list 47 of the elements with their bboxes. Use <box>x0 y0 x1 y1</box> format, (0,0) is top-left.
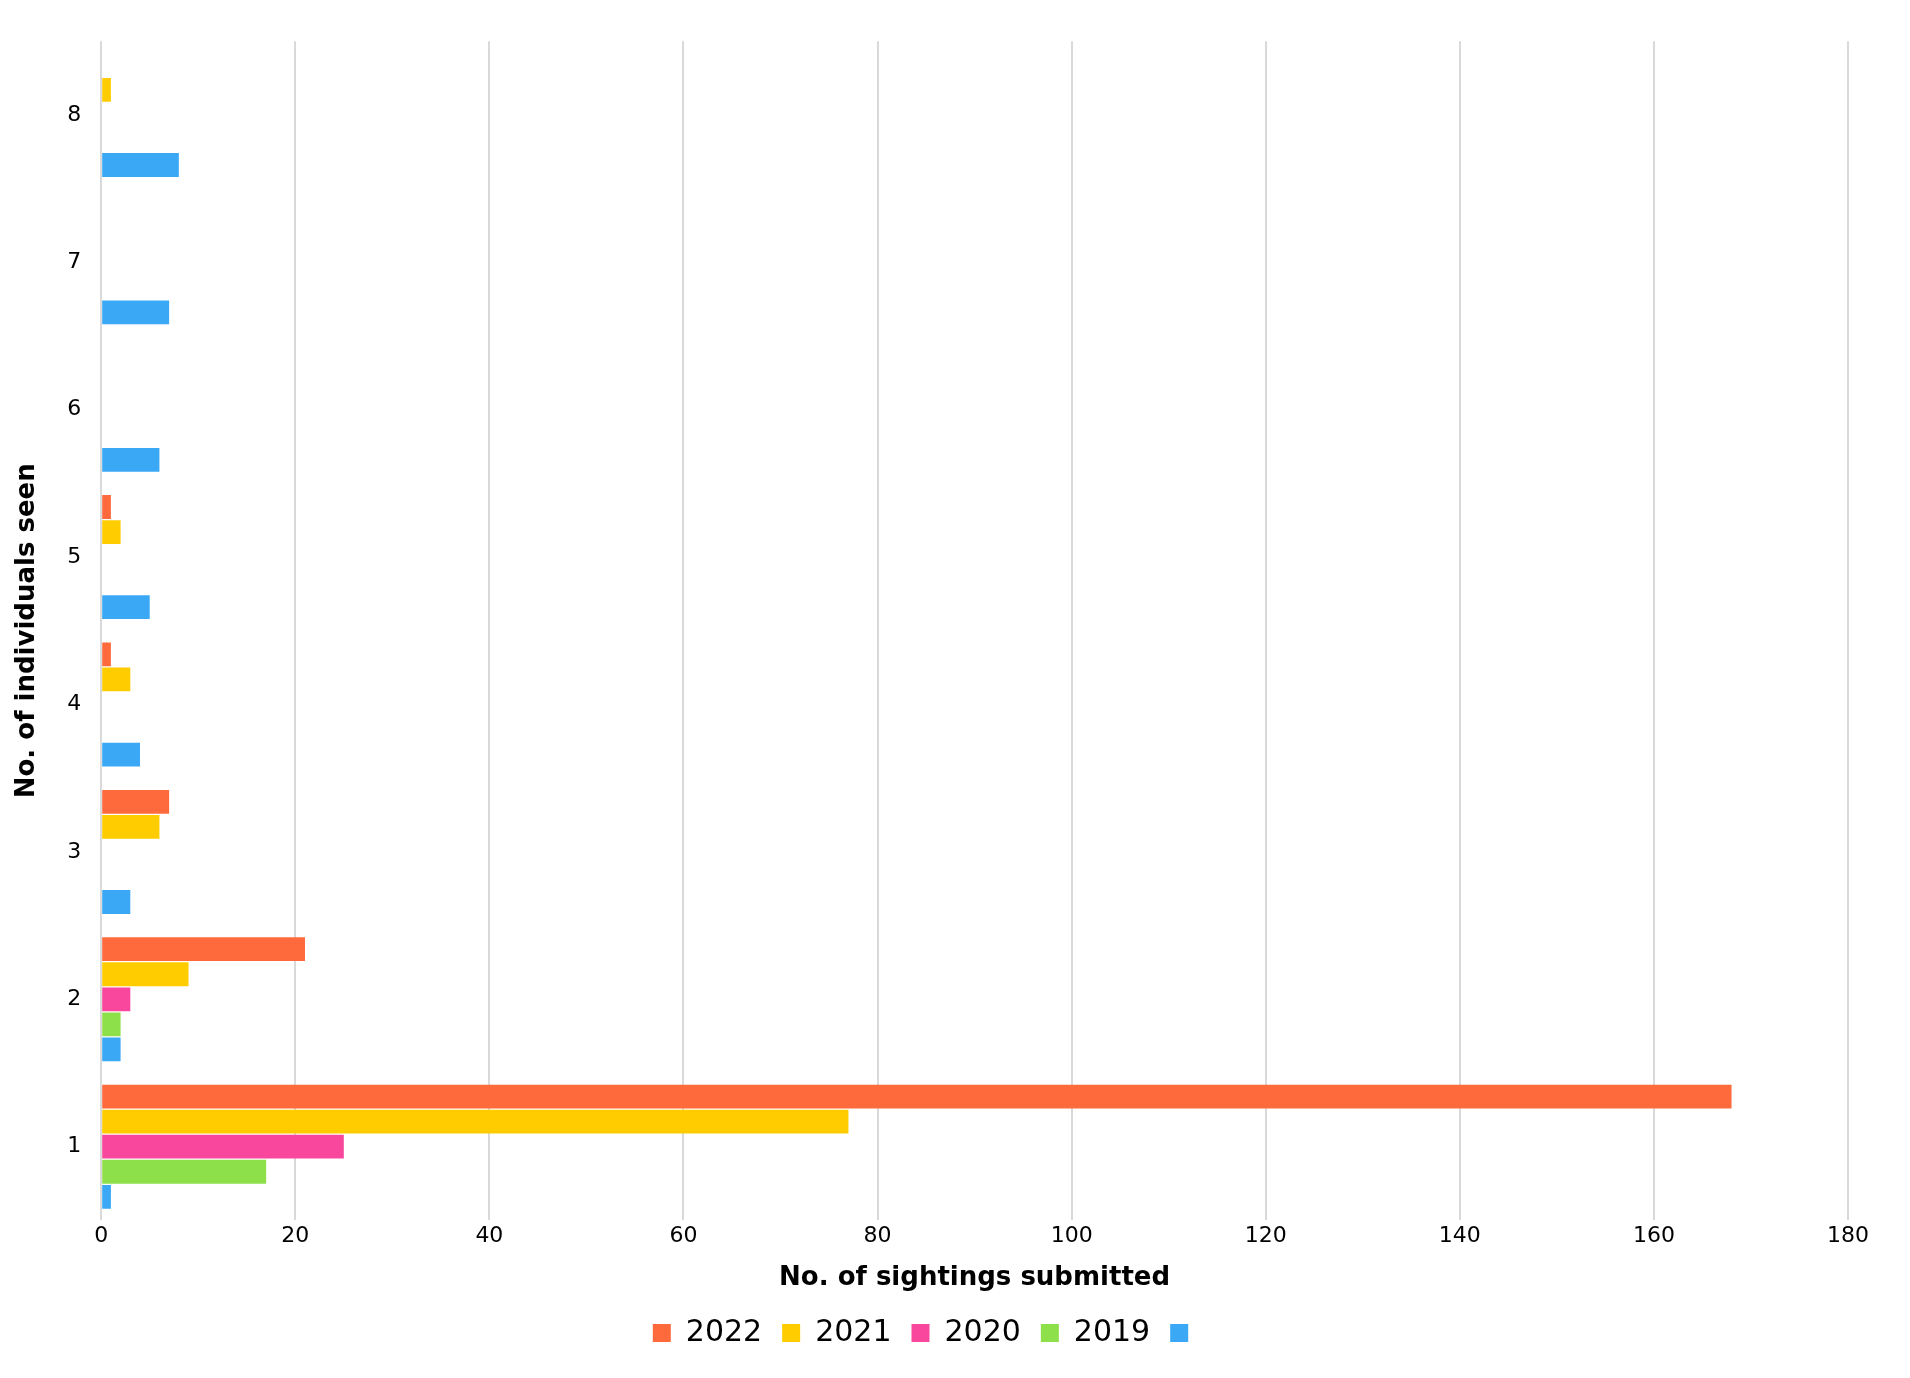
bar <box>102 1037 121 1062</box>
x-axis-title: No. of sightings submitted <box>779 1261 1171 1292</box>
x-tick-label: 160 <box>1632 1222 1675 1248</box>
bar <box>102 962 189 987</box>
y-tick-label: 2 <box>67 985 82 1011</box>
x-tick-label: 180 <box>1827 1222 1869 1248</box>
bar <box>102 890 131 914</box>
bar <box>102 789 170 814</box>
x-tick-label: 100 <box>1050 1222 1093 1248</box>
y-tick-label: 3 <box>67 837 82 863</box>
legend-label: 2020 <box>944 1312 1021 1348</box>
bar <box>102 1184 111 1209</box>
bar <box>102 153 179 177</box>
y-axis-title: No. of individuals seen <box>10 463 41 799</box>
bar <box>102 447 160 472</box>
bar <box>102 495 111 519</box>
x-tick-label: 20 <box>281 1222 310 1248</box>
x-tick-label: 120 <box>1244 1222 1287 1248</box>
x-tick-label: 80 <box>863 1222 892 1248</box>
y-tick-label: 4 <box>67 690 82 716</box>
bar <box>102 300 170 325</box>
y-tick-label: 1 <box>67 1132 82 1158</box>
bar <box>102 742 141 767</box>
x-tick-label: 40 <box>475 1222 504 1248</box>
bar <box>102 1109 849 1134</box>
bar <box>102 1134 344 1159</box>
bar <box>102 937 305 962</box>
bar <box>102 520 121 544</box>
bar <box>102 1084 1732 1109</box>
bar <box>102 1012 121 1037</box>
y-tick-label: 8 <box>67 100 82 126</box>
bar <box>102 77 111 102</box>
bar <box>102 595 150 620</box>
legend-label: 2019 <box>1073 1312 1151 1348</box>
y-tick-label: 5 <box>67 542 82 568</box>
x-tick-label: 60 <box>669 1222 698 1248</box>
y-tick-label: 6 <box>67 395 82 421</box>
legend-label: 2021 <box>815 1312 892 1348</box>
y-tick-label: 7 <box>67 248 82 274</box>
bar <box>102 814 160 839</box>
bar <box>102 1159 267 1184</box>
bar <box>102 667 131 692</box>
bar <box>102 987 131 1012</box>
x-tick-label: 0 <box>94 1222 109 1248</box>
bar <box>102 642 111 667</box>
x-tick-label: 140 <box>1438 1222 1481 1248</box>
legend-label: 2022 <box>685 1312 763 1348</box>
